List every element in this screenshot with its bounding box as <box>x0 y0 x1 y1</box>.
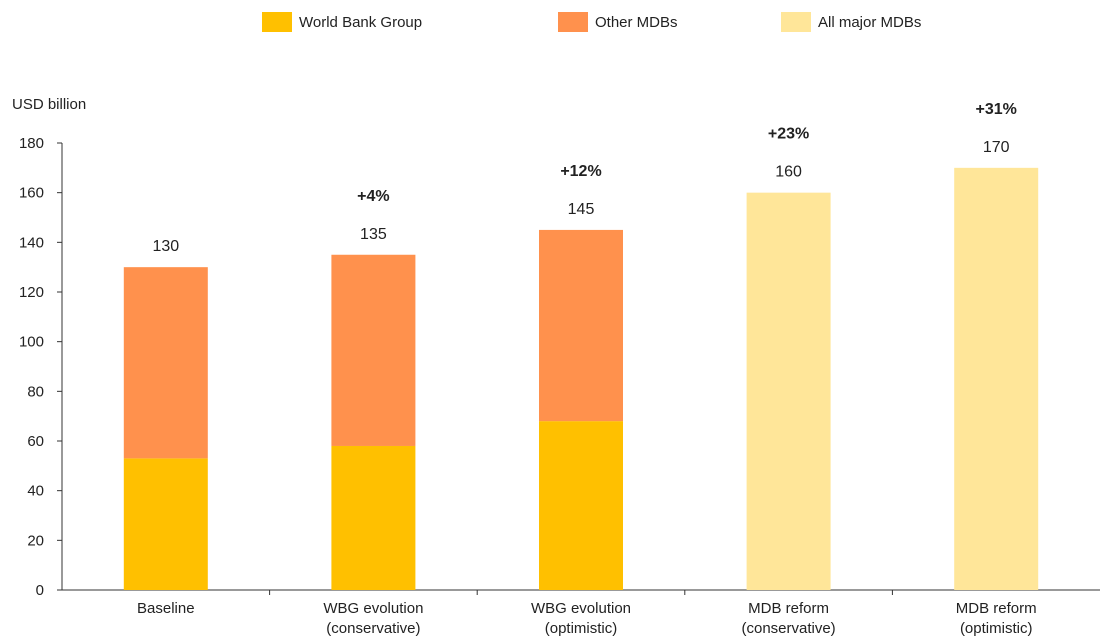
bar-segment-other-mdbs <box>539 229 623 422</box>
x-tick-label: (optimistic) <box>960 620 1033 637</box>
y-tick-label: 20 <box>27 532 44 549</box>
x-tick-label: MDB reform <box>748 600 829 617</box>
legend-item-world-bank-group: World Bank Group <box>262 12 422 32</box>
x-tick-label: (optimistic) <box>545 620 618 637</box>
bar-segment-all-major-mdbs <box>746 192 831 590</box>
chart-axes: 0 20 40 60 80 100 120 140 160 180 Baseline WBG evol… <box>19 135 1100 637</box>
y-tick-label: 120 <box>19 284 44 301</box>
bar-segment-world-bank-group <box>123 458 208 590</box>
bar-segment-all-major-mdbs <box>954 167 1039 591</box>
legend-item-other-mdbs: Other MDBs <box>558 12 678 32</box>
x-tick-label: (conservative) <box>741 620 835 637</box>
bar-segment-world-bank-group <box>539 421 623 590</box>
y-tick-label: 100 <box>19 334 44 351</box>
legend-label-other-mdbs: Other MDBs <box>595 13 678 31</box>
bar-segment-world-bank-group <box>331 445 416 590</box>
legend-item-all-major-mdbs: All major MDBs <box>781 12 921 32</box>
bar-change-label: +12% <box>560 163 601 180</box>
legend-swatch-other-mdbs <box>558 12 588 32</box>
bar-change-label: +23% <box>768 126 809 143</box>
y-tick-label: 60 <box>27 433 44 450</box>
bar-total-label: 160 <box>775 164 802 181</box>
chart-legend: World Bank Group Other MDBs All major MD… <box>0 8 1102 38</box>
chart-bars <box>123 167 1039 591</box>
bar-change-label: +31% <box>976 101 1017 118</box>
bar-change-label: +4% <box>357 188 389 205</box>
x-tick-label: MDB reform <box>956 600 1037 617</box>
y-axis-label: USD billion <box>12 96 86 113</box>
chart-data-labels: 130 135 +4% 145 +12% 160 +23% 170 +31% <box>152 101 1016 255</box>
y-tick-label: 40 <box>27 483 44 500</box>
y-tick-label: 140 <box>19 234 44 251</box>
x-tick-label: (conservative) <box>326 620 420 637</box>
legend-label-world-bank-group: World Bank Group <box>299 13 423 31</box>
x-tick-label: WBG evolution <box>323 600 423 617</box>
bar-total-label: 145 <box>568 201 595 218</box>
y-tick-label: 80 <box>27 383 44 400</box>
x-tick-label: Baseline <box>137 600 195 617</box>
y-tick-label: 180 <box>19 135 44 152</box>
legend-swatch-world-bank-group <box>262 12 292 32</box>
bar-total-label: 170 <box>983 139 1010 156</box>
bar-segment-other-mdbs <box>331 254 416 446</box>
x-tick-label: WBG evolution <box>531 600 631 617</box>
bar-total-label: 135 <box>360 226 387 243</box>
y-tick-label: 160 <box>19 185 44 202</box>
bar-segment-other-mdbs <box>123 267 208 459</box>
y-tick-label: 0 <box>36 582 44 599</box>
legend-swatch-all-major-mdbs <box>781 12 811 32</box>
bar-total-label: 130 <box>152 238 179 255</box>
legend-label-all-major-mdbs: All major MDBs <box>818 13 922 31</box>
